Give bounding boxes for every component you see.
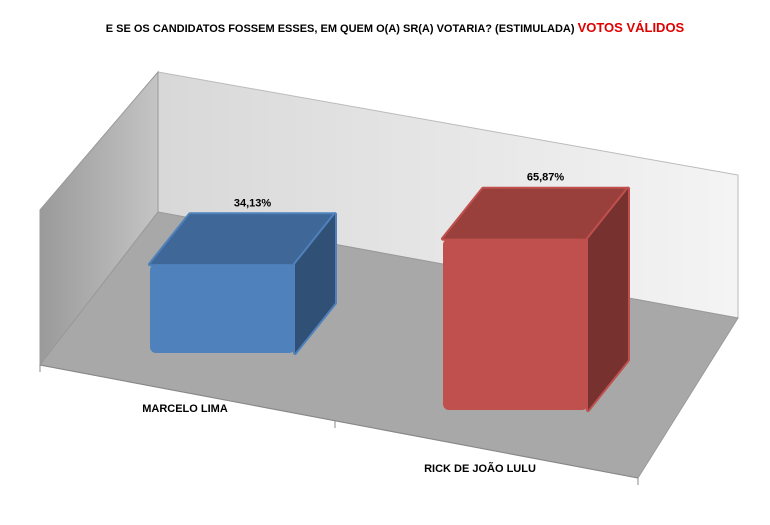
axis-line [39,364,639,479]
bar [150,264,295,353]
x-tick-label: MARCELO LIMA [142,403,228,415]
chart-title: E SE OS CANDIDATOS FOSSEM ESSES, EM QUEM… [106,20,685,35]
title-emphasis: VOTOS VÁLIDOS [578,20,685,35]
bar-side-shade [588,188,628,410]
title-main: E SE OS CANDIDATOS FOSSEM ESSES, EM QUEM… [106,23,575,35]
bar [443,238,588,410]
x-tick-label: RICK DE JOÃO LULU [424,462,536,475]
data-label: 34,13% [234,197,272,209]
bar-top-shade [150,214,335,265]
bar-top-shade [443,188,628,239]
data-label: 65,87% [527,172,565,184]
bar-side-shade [295,214,335,353]
